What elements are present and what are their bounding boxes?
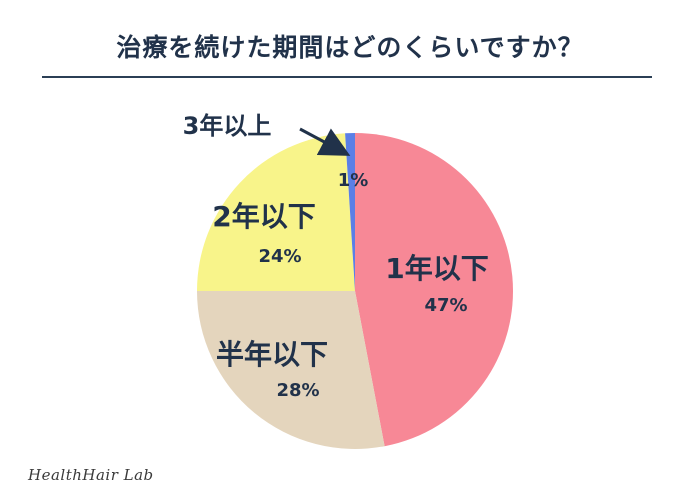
pie-slice-4: [345, 133, 355, 291]
page-title: 治療を続けた期間はどのくらいですか？: [116, 33, 584, 62]
leader-arrow: [299, 127, 351, 156]
slice-value-3: 24%: [258, 246, 301, 267]
slice-label-1: 1年以下: [385, 252, 488, 285]
brand-logo: HealthHair Lab: [28, 466, 154, 484]
pie-slice-1: [355, 133, 514, 447]
slice-label-3: 2年以下: [212, 200, 315, 233]
pie-slice-3: [197, 133, 355, 291]
slice-value-4: 1%: [338, 170, 369, 191]
pie-slice-2: [197, 291, 385, 449]
slice-label-2: 半年以下: [216, 338, 328, 371]
slice-value-2: 28%: [276, 380, 319, 401]
slice-value-1: 47%: [424, 295, 467, 316]
slice-label-4: 3年以上: [183, 112, 272, 140]
title-divider: [42, 76, 652, 78]
